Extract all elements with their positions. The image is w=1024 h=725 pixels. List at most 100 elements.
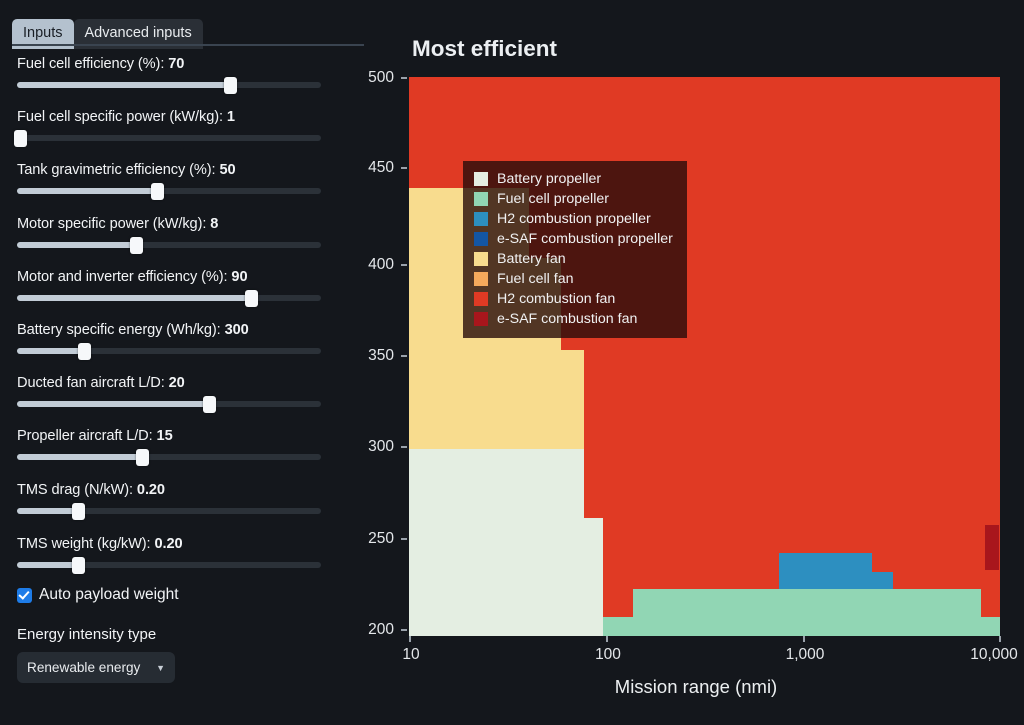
slider-fill — [17, 348, 84, 354]
slider-fill — [17, 188, 157, 194]
field-label-text: Propeller aircraft L/D: — [17, 428, 157, 444]
legend-swatch — [474, 292, 488, 306]
field-ducted-fan-ld: Ducted fan aircraft L/D: 20 — [17, 375, 322, 413]
y-tick-mark — [401, 446, 407, 448]
slider-track — [17, 454, 321, 460]
slider-propeller-ld[interactable] — [17, 449, 321, 466]
legend-swatch — [474, 312, 488, 326]
field-label: Motor specific power (kW/kg): 8 — [17, 216, 322, 232]
energy-intensity-block: Energy intensity type Renewable energy ▼ — [17, 626, 175, 683]
legend-swatch — [474, 232, 488, 246]
field-value: 300 — [224, 322, 249, 338]
y-tick-mark — [401, 167, 407, 169]
legend-item: Fuel cell fan — [474, 269, 673, 289]
slider-thumb[interactable] — [71, 503, 85, 520]
field-label: Motor and inverter efficiency (%): 90 — [17, 269, 322, 285]
field-value: 0.20 — [136, 482, 165, 498]
slider-thumb[interactable] — [71, 557, 85, 574]
y-tick-label: 250 — [368, 530, 394, 547]
chart-panel: Most efficient Cruise speed (kts) 500 45… — [368, 0, 1024, 725]
slider-thumb[interactable] — [150, 183, 164, 200]
slider-fill — [17, 508, 78, 514]
energy-intensity-select[interactable]: Renewable energy ▼ — [17, 652, 175, 683]
slider-track — [17, 562, 321, 568]
legend-item: Battery propeller — [474, 169, 673, 189]
slider-thumb[interactable] — [202, 396, 216, 413]
y-tick-mark — [401, 264, 407, 266]
legend-label: H2 combustion propeller — [497, 211, 651, 227]
field-label: Ducted fan aircraft L/D: 20 — [17, 375, 322, 391]
legend-item: e-SAF combustion propeller — [474, 229, 673, 249]
field-label: Tank gravimetric efficiency (%): 50 — [17, 162, 322, 178]
region-fuel-cell-propeller — [603, 589, 1000, 636]
x-tick-mark — [803, 636, 805, 642]
region-esaf-combustion-fan — [985, 525, 999, 570]
field-label: Propeller aircraft L/D: 15 — [17, 428, 322, 444]
tab-advanced-inputs[interactable]: Advanced inputs — [73, 19, 203, 49]
field-value: 15 — [156, 428, 173, 444]
chart-legend: Battery propeller Fuel cell propeller H2… — [463, 161, 687, 338]
auto-payload-weight-row[interactable]: Auto payload weight — [17, 586, 179, 604]
slider-track — [17, 188, 321, 194]
y-tick-mark — [401, 629, 407, 631]
x-tick-mark — [999, 636, 1001, 642]
tab-underline — [12, 44, 364, 46]
field-label: Battery specific energy (Wh/kg): 300 — [17, 322, 322, 338]
region-h2-combustion-propeller — [779, 553, 893, 589]
slider-fuel-cell-specific-power[interactable] — [14, 130, 321, 147]
slider-fuel-cell-efficiency[interactable] — [17, 77, 321, 94]
field-label-text: Motor and inverter efficiency (%): — [17, 269, 232, 285]
slider-track — [17, 348, 321, 354]
slider-motor-specific-power[interactable] — [17, 237, 321, 254]
field-label-text: Motor specific power (kW/kg): — [17, 216, 211, 232]
slider-thumb[interactable] — [223, 77, 237, 94]
slider-thumb[interactable] — [129, 237, 143, 254]
x-tick-mark — [606, 636, 608, 642]
slider-tank-gravimetric-efficiency[interactable] — [17, 183, 321, 200]
legend-swatch — [474, 192, 488, 206]
field-label-text: Tank gravimetric efficiency (%): — [17, 162, 220, 178]
field-label: Fuel cell efficiency (%): 70 — [17, 56, 322, 72]
y-tick-mark — [401, 77, 407, 79]
field-value: 8 — [210, 216, 219, 232]
inputs-sidebar: Inputs Advanced inputs Fuel cell efficie… — [0, 0, 368, 725]
plot-area: Battery propeller Fuel cell propeller H2… — [409, 77, 1000, 636]
y-tick-mark — [401, 538, 407, 540]
field-value: 20 — [168, 375, 185, 391]
y-tick-label: 500 — [368, 69, 394, 86]
legend-item: e-SAF combustion fan — [474, 309, 673, 329]
slider-ducted-fan-ld[interactable] — [17, 396, 321, 413]
auto-payload-weight-label: Auto payload weight — [39, 586, 179, 603]
field-propeller-ld: Propeller aircraft L/D: 15 — [17, 428, 322, 466]
slider-tms-drag[interactable] — [17, 503, 321, 520]
slider-motor-inverter-efficiency[interactable] — [17, 290, 321, 307]
slider-fill — [17, 454, 142, 460]
field-label: Fuel cell specific power (kW/kg): 1 — [17, 109, 322, 125]
legend-swatch — [474, 272, 488, 286]
legend-label: e-SAF combustion fan — [497, 311, 638, 327]
legend-swatch — [474, 172, 488, 186]
x-tick-label: 100 — [595, 646, 621, 663]
slider-thumb[interactable] — [135, 449, 149, 466]
energy-intensity-label: Energy intensity type — [17, 626, 157, 643]
legend-swatch — [474, 252, 488, 266]
auto-payload-weight-checkbox[interactable] — [17, 587, 32, 603]
tab-inputs[interactable]: Inputs — [12, 19, 74, 49]
field-label-text: Battery specific energy (Wh/kg): — [17, 322, 225, 338]
slider-battery-specific-energy[interactable] — [17, 343, 321, 360]
field-label-text: Fuel cell efficiency (%): — [17, 56, 169, 72]
slider-fill — [17, 562, 78, 568]
field-value: 90 — [231, 269, 248, 285]
field-fuel-cell-efficiency: Fuel cell efficiency (%): 70 — [17, 56, 322, 94]
slider-thumb[interactable] — [77, 343, 91, 360]
field-label-text: TMS weight (kg/kW): — [17, 536, 155, 552]
field-label: TMS weight (kg/kW): 0.20 — [17, 536, 322, 552]
slider-thumb[interactable] — [14, 130, 28, 147]
legend-item: Fuel cell propeller — [474, 189, 673, 209]
slider-thumb[interactable] — [245, 290, 259, 307]
slider-tms-weight[interactable] — [17, 557, 321, 574]
field-motor-specific-power: Motor specific power (kW/kg): 8 — [17, 216, 322, 254]
legend-label: Battery fan — [497, 251, 566, 267]
field-tank-gravimetric-efficiency: Tank gravimetric efficiency (%): 50 — [17, 162, 322, 200]
